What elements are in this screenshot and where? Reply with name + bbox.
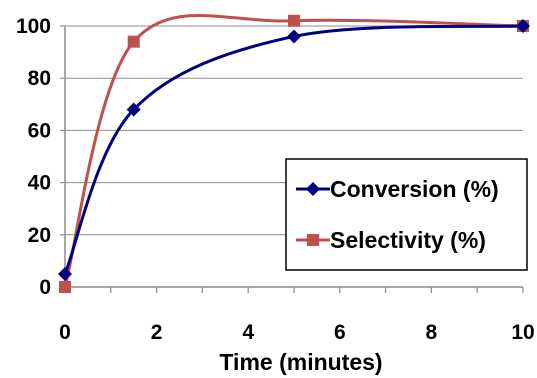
legend-marker-conversion — [306, 182, 320, 196]
y-tick-label: 40 — [28, 172, 51, 195]
legend-label-selectivity: Selectivity (%) — [330, 227, 486, 253]
x-tick-label: 4 — [242, 321, 254, 344]
series-line-conversion — [63, 24, 524, 275]
y-tick-label: 20 — [28, 224, 51, 247]
data-point-selectivity — [127, 35, 140, 48]
data-point-selectivity — [288, 14, 300, 27]
data-point-conversion — [516, 19, 530, 33]
y-tick-label: 0 — [39, 276, 51, 299]
axes — [60, 25, 524, 293]
legend: Conversion (%) Selectivity (%) — [285, 158, 528, 271]
x-tick-label: 0 — [59, 321, 71, 344]
data-point-selectivity — [59, 281, 71, 293]
series-layer — [58, 14, 530, 293]
series-conversion — [58, 19, 530, 281]
x-tick-label: 2 — [151, 321, 163, 344]
y-tick-label: 80 — [28, 67, 51, 90]
series-line-selectivity — [63, 14, 524, 288]
y-tick-label: 100 — [16, 15, 51, 38]
y-tick-labels: 0 20 40 60 80 100 — [16, 15, 51, 299]
data-point-conversion — [58, 266, 72, 281]
legend-item-conversion: Conversion (%) — [296, 176, 499, 202]
legend-item-selectivity: Selectivity (%) — [296, 227, 486, 253]
x-axis-title: Time (minutes) — [219, 349, 382, 375]
legend-box — [285, 158, 528, 271]
x-tick-label: 6 — [334, 321, 346, 344]
x-tick-label: 8 — [426, 321, 438, 344]
legend-marker-selectivity — [307, 234, 319, 246]
y-tick-label: 60 — [28, 119, 51, 142]
data-point-conversion — [126, 102, 141, 117]
x-tick-labels: 0 2 4 6 8 10 — [59, 321, 535, 344]
x-tick-label: 10 — [511, 321, 534, 344]
legend-label-conversion: Conversion (%) — [330, 176, 499, 202]
data-point-conversion — [287, 29, 301, 44]
